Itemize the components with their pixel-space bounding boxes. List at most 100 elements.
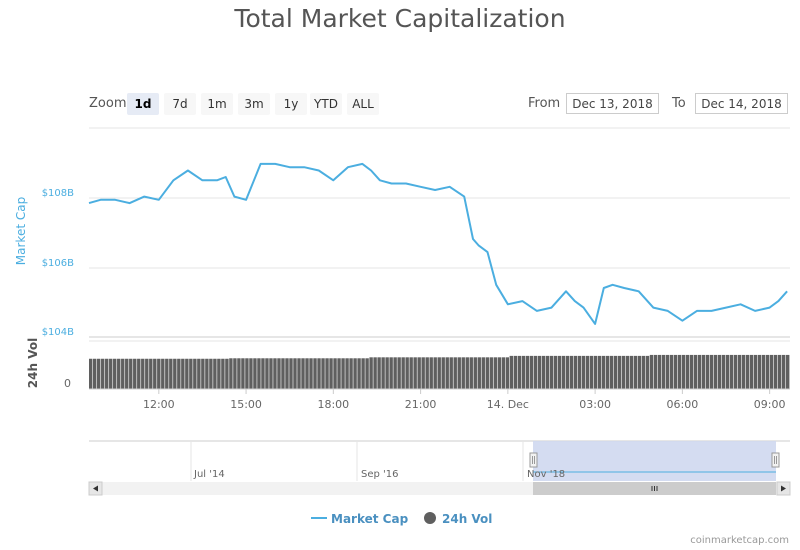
volume-bar: [709, 354, 714, 389]
volume-bar: [541, 355, 546, 389]
volume-bar: [625, 355, 630, 389]
zoom-7d-button[interactable]: 7d: [164, 93, 196, 115]
volume-bar: [285, 358, 289, 389]
volume-bar: [445, 357, 449, 389]
zoom-1d-button[interactable]: 1d: [127, 93, 159, 115]
volume-bar: [185, 358, 189, 389]
volume-bar: [281, 358, 285, 389]
volume-bar: [505, 357, 509, 389]
legend-item-24h-vol[interactable]: 24h Vol: [424, 512, 492, 526]
volume-bar: [421, 357, 425, 389]
volume-bar: [93, 358, 97, 389]
zoom-1m-button[interactable]: 1m: [201, 93, 233, 115]
navigator-selected-range[interactable]: [533, 441, 776, 481]
volume-bar: [261, 358, 265, 389]
navigator-right-handle[interactable]: [771, 452, 780, 468]
volume-bar: [293, 358, 297, 389]
volume-bar: [253, 358, 257, 389]
volume-bar: [661, 354, 666, 389]
volume-bar: [725, 354, 730, 389]
volume-bar: [521, 355, 526, 389]
volume-bar: [633, 355, 638, 389]
volume-bar: [273, 358, 277, 389]
zoom-all-button[interactable]: ALL: [347, 93, 379, 115]
to-date-input[interactable]: Dec 14, 2018: [695, 93, 788, 114]
legend-dot-icon: [424, 512, 436, 524]
to-label: To: [672, 96, 686, 111]
volume-bar: [209, 358, 213, 389]
volume-bar: [529, 355, 534, 389]
volume-bar: [629, 355, 634, 389]
volume-bar: [317, 358, 321, 389]
volume-bar: [145, 358, 149, 389]
volume-bar: [89, 358, 93, 389]
volume-bar: [129, 358, 133, 389]
chart-title: Total Market Capitalization: [234, 4, 566, 33]
volume-bar: [305, 358, 309, 389]
volume-bar: [609, 355, 614, 389]
volume-bar: [325, 358, 329, 389]
volume-bar: [449, 357, 453, 389]
zoom-ytd-button[interactable]: YTD: [310, 93, 342, 115]
volume-bar: [717, 354, 722, 389]
volume-bar: [473, 357, 477, 389]
volume-bar: [361, 358, 365, 389]
volume-bar: [365, 358, 369, 389]
volume-bar: [381, 357, 385, 389]
credit-link[interactable]: coinmarketcap.com: [690, 535, 789, 546]
volume-bar: [289, 358, 293, 389]
legend-item-market-cap[interactable]: Market Cap: [311, 512, 409, 526]
zoom-label: Zoom: [89, 96, 127, 111]
volume-bar: [621, 355, 626, 389]
y-axis-title-volume: 24h Vol: [26, 338, 40, 388]
volume-bar: [581, 355, 586, 389]
volume-bar: [189, 358, 193, 389]
volume-bar: [277, 358, 281, 389]
volume-bar: [313, 358, 317, 389]
volume-bar: [721, 354, 726, 389]
volume-bar: [393, 357, 397, 389]
zoom-3m-button[interactable]: 3m: [238, 93, 270, 115]
volume-bar: [493, 357, 497, 389]
navigator-tick-label: Jul '14: [193, 469, 225, 480]
y-axis-title-market-cap: Market Cap: [14, 197, 28, 265]
volume-bar: [225, 358, 229, 389]
volume-bar: [765, 354, 770, 389]
volume-bar: [105, 358, 109, 389]
volume-bar: [333, 358, 337, 389]
volume-bar: [257, 358, 261, 389]
volume-bar: [125, 358, 129, 389]
volume-bar: [157, 358, 161, 389]
zoom-1y-button[interactable]: 1y: [275, 93, 307, 115]
volume-bar: [549, 355, 554, 389]
volume-bar: [557, 355, 562, 389]
volume-bar: [121, 358, 125, 389]
volume-bar: [657, 354, 662, 389]
volume-bar: [149, 358, 153, 389]
volume-bar: [113, 358, 117, 389]
volume-bar: [337, 358, 341, 389]
volume-bar: [593, 355, 598, 389]
volume-bar: [785, 354, 790, 389]
volume-bar: [565, 355, 570, 389]
volume-bar: [453, 357, 457, 389]
x-tick-label: 21:00: [405, 398, 437, 411]
volume-bar: [605, 355, 610, 389]
volume-bar: [265, 358, 269, 389]
volume-bar: [349, 358, 353, 389]
volume-bar: [509, 355, 514, 389]
volume-bar: [597, 355, 602, 389]
volume-bar: [761, 354, 766, 389]
volume-bar: [637, 355, 642, 389]
navigator-left-handle[interactable]: [529, 452, 538, 468]
volume-bar: [137, 358, 141, 389]
volume-bar: [357, 358, 361, 389]
volume-bar: [729, 354, 734, 389]
volume-bar: [545, 355, 550, 389]
volume-bar: [477, 357, 481, 389]
from-date-input[interactable]: Dec 13, 2018: [566, 93, 659, 114]
market-cap-series-line: [88, 162, 788, 325]
volume-bar: [405, 357, 409, 389]
volume-bar: [677, 354, 682, 389]
